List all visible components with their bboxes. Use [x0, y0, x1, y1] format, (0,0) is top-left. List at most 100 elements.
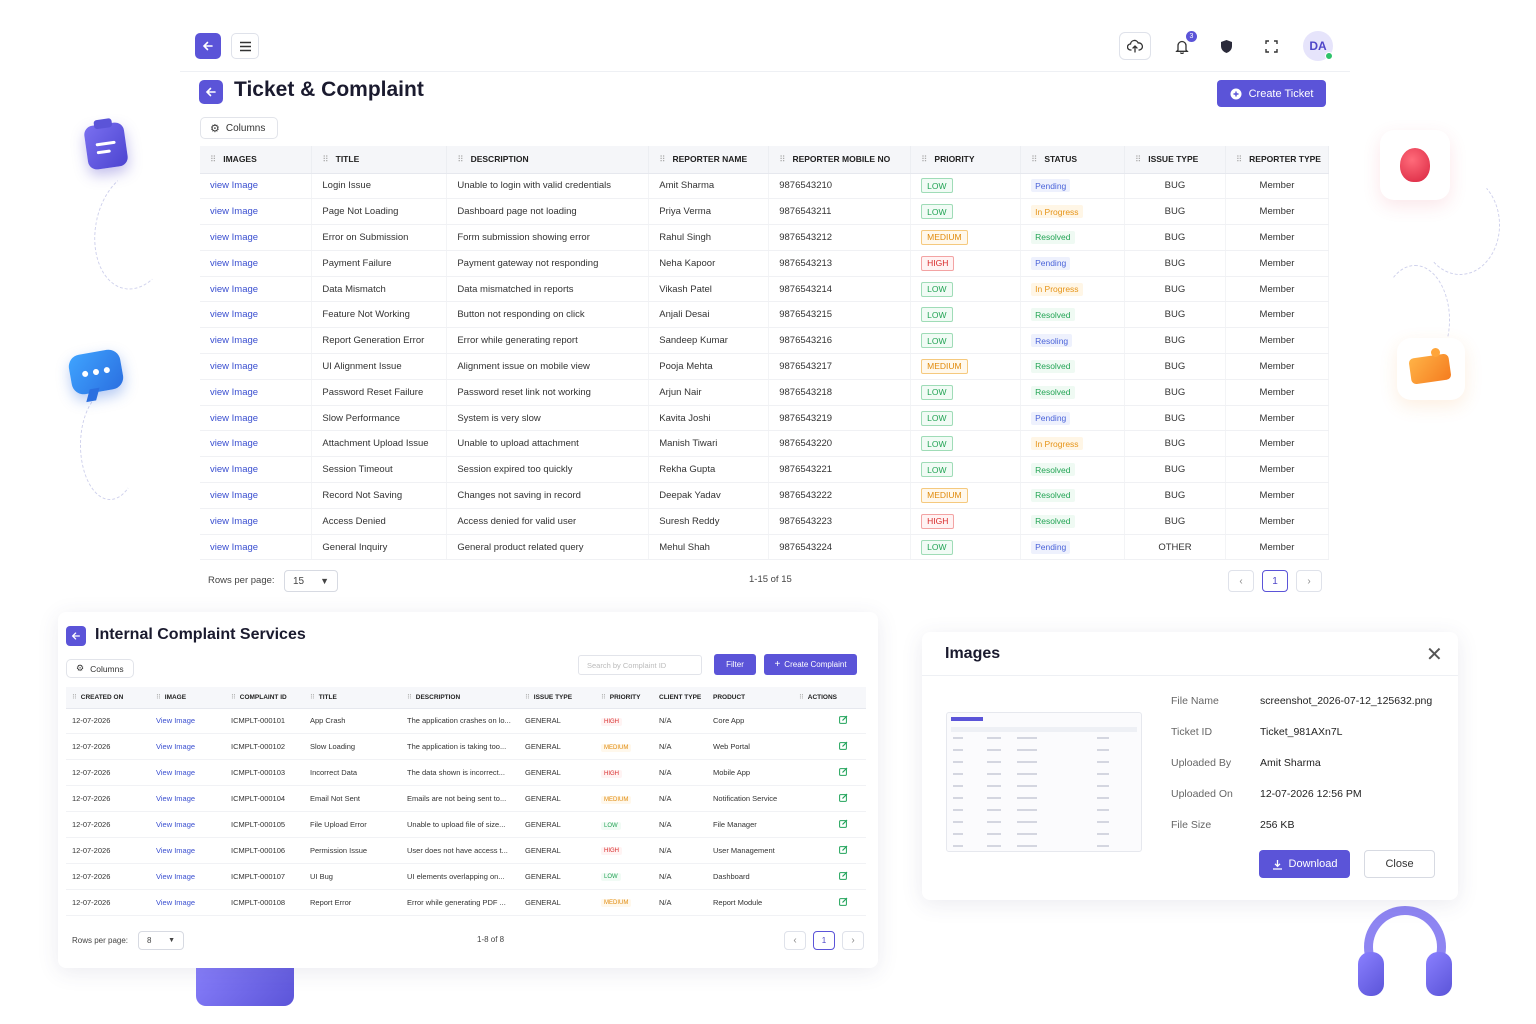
create-complaint-button[interactable]: + Create Complaint: [764, 654, 857, 675]
view-image-link[interactable]: view Image: [210, 257, 259, 269]
edit-icon[interactable]: [839, 793, 848, 804]
view-image-link[interactable]: view Image: [210, 412, 259, 424]
column-header[interactable]: ⠿ TITLE: [304, 687, 401, 709]
filter-button[interactable]: Filter: [714, 654, 756, 675]
view-image-link[interactable]: View Image: [156, 871, 196, 881]
internal-columns-button[interactable]: ⚙ Columns: [66, 659, 134, 678]
page-1-button[interactable]: 1: [1262, 570, 1288, 592]
page-back-button[interactable]: [199, 80, 223, 104]
drag-handle-icon[interactable]: ⠿: [457, 153, 463, 164]
internal-prev-page-button[interactable]: ‹: [784, 931, 806, 950]
internal-next-page-button[interactable]: ›: [842, 931, 864, 950]
drag-handle-icon[interactable]: ⠿: [156, 694, 161, 702]
edit-icon[interactable]: [839, 767, 848, 778]
view-image-link[interactable]: View Image: [156, 742, 196, 752]
close-button[interactable]: Close: [1364, 850, 1435, 878]
decorative-curve: [80, 390, 140, 500]
close-icon[interactable]: ✕: [1426, 644, 1443, 666]
issue-type-cell: BUG: [1124, 353, 1226, 380]
edit-icon[interactable]: [839, 845, 848, 856]
column-header[interactable]: ⠿ IMAGES: [200, 146, 313, 174]
view-image-link[interactable]: View Image: [156, 794, 196, 804]
column-header[interactable]: ⠿ PRIORITY: [595, 687, 653, 709]
view-image-link[interactable]: view Image: [210, 335, 259, 347]
view-image-link[interactable]: view Image: [210, 206, 259, 218]
view-image-link[interactable]: view Image: [210, 309, 259, 321]
view-image-link[interactable]: View Image: [156, 897, 196, 907]
drag-handle-icon[interactable]: ⠿: [921, 153, 927, 164]
drag-handle-icon[interactable]: ⠿: [779, 153, 785, 164]
drag-handle-icon[interactable]: ⠿: [231, 694, 236, 702]
column-header[interactable]: ⠿ TITLE: [311, 146, 448, 174]
column-header[interactable]: ⠿ PRIORITY: [910, 146, 1022, 174]
view-image-link[interactable]: View Image: [156, 845, 196, 855]
internal-back-button[interactable]: [66, 626, 86, 646]
column-header[interactable]: ⠿ STATUS: [1020, 146, 1125, 174]
product-cell: File Manager: [707, 811, 793, 838]
screenshot-thumbnail[interactable]: [946, 712, 1142, 852]
rows-per-page-select[interactable]: 15 ▼: [284, 570, 338, 592]
columns-button[interactable]: ⚙ Columns: [200, 117, 278, 139]
view-image-link[interactable]: view Image: [210, 231, 259, 243]
internal-rows-per-page-select[interactable]: 8 ▼: [138, 931, 184, 950]
drag-handle-icon[interactable]: ⠿: [799, 694, 804, 702]
drag-handle-icon[interactable]: ⠿: [310, 694, 315, 702]
view-image-link[interactable]: view Image: [210, 541, 259, 553]
view-image-link[interactable]: View Image: [156, 768, 196, 778]
column-header[interactable]: ⠿ ISSUE TYPE: [1124, 146, 1226, 174]
drag-handle-icon[interactable]: ⠿: [1235, 153, 1242, 164]
column-header[interactable]: ⠿ COMPLAINT ID: [225, 687, 304, 709]
edit-icon[interactable]: [839, 819, 848, 830]
prev-page-button[interactable]: ‹: [1228, 570, 1254, 592]
description-cell: Unable to upload file of size...: [401, 811, 519, 838]
column-header[interactable]: ⠿ ACTIONS: [793, 687, 866, 709]
view-image-link[interactable]: View Image: [156, 716, 196, 726]
fullscreen-button[interactable]: [1255, 32, 1287, 60]
drag-handle-icon[interactable]: ⠿: [525, 694, 530, 702]
column-header[interactable]: ⠿ IMAGE: [150, 687, 225, 709]
column-header[interactable]: ⠿ REPORTER TYPE: [1225, 146, 1330, 174]
edit-icon[interactable]: [839, 897, 848, 908]
edit-icon[interactable]: [839, 871, 848, 882]
view-image-link[interactable]: View Image: [156, 820, 196, 829]
column-header[interactable]: PRODUCT: [707, 687, 793, 709]
edit-icon[interactable]: [839, 741, 848, 752]
chevron-left-icon: ‹: [1239, 575, 1243, 587]
drag-handle-icon[interactable]: ⠿: [407, 694, 412, 702]
view-image-link[interactable]: view Image: [210, 180, 259, 192]
view-image-link[interactable]: view Image: [210, 515, 259, 527]
upload-cloud-button[interactable]: [1119, 32, 1151, 60]
column-header[interactable]: CLIENT TYPE: [653, 687, 707, 709]
view-image-link[interactable]: view Image: [210, 386, 259, 398]
column-header[interactable]: ⠿ REPORTER MOBILE NO: [768, 146, 912, 174]
view-image-link[interactable]: view Image: [210, 283, 259, 295]
column-header[interactable]: ⠿ DESCRIPTION: [401, 687, 519, 709]
menu-button[interactable]: [231, 33, 259, 59]
column-header[interactable]: ⠿ ISSUE TYPE: [519, 687, 595, 709]
view-image-link[interactable]: view Image: [210, 464, 259, 476]
notifications-button[interactable]: [1166, 32, 1198, 60]
drag-handle-icon[interactable]: ⠿: [210, 153, 216, 164]
create-ticket-button[interactable]: Create Ticket: [1217, 80, 1326, 107]
column-header[interactable]: ⠿ CREATED ON: [66, 687, 150, 709]
mobile-cell: 9876543210: [768, 173, 912, 200]
column-header[interactable]: ⠿ REPORTER NAME: [648, 146, 770, 174]
column-header[interactable]: ⠿ DESCRIPTION: [446, 146, 650, 174]
drag-handle-icon[interactable]: ⠿: [659, 153, 665, 164]
drag-handle-icon[interactable]: ⠿: [1135, 153, 1141, 164]
download-button[interactable]: Download: [1259, 850, 1350, 878]
view-image-link[interactable]: view Image: [210, 489, 259, 501]
next-page-button[interactable]: ›: [1296, 570, 1322, 592]
complaint-search-input[interactable]: Search by Complaint ID: [578, 655, 702, 675]
edit-icon[interactable]: [839, 716, 848, 726]
internal-page-1-button[interactable]: 1: [813, 931, 835, 950]
view-image-link[interactable]: view Image: [210, 438, 259, 450]
drag-handle-icon[interactable]: ⠿: [322, 153, 328, 164]
drag-handle-icon[interactable]: ⠿: [601, 694, 606, 702]
drag-handle-icon[interactable]: ⠿: [1031, 153, 1037, 164]
security-button[interactable]: [1210, 32, 1242, 60]
priority-badge: LOW: [921, 410, 953, 426]
drag-handle-icon[interactable]: ⠿: [72, 694, 77, 702]
view-image-link[interactable]: view Image: [210, 360, 259, 372]
sidebar-back-button[interactable]: [195, 33, 221, 59]
